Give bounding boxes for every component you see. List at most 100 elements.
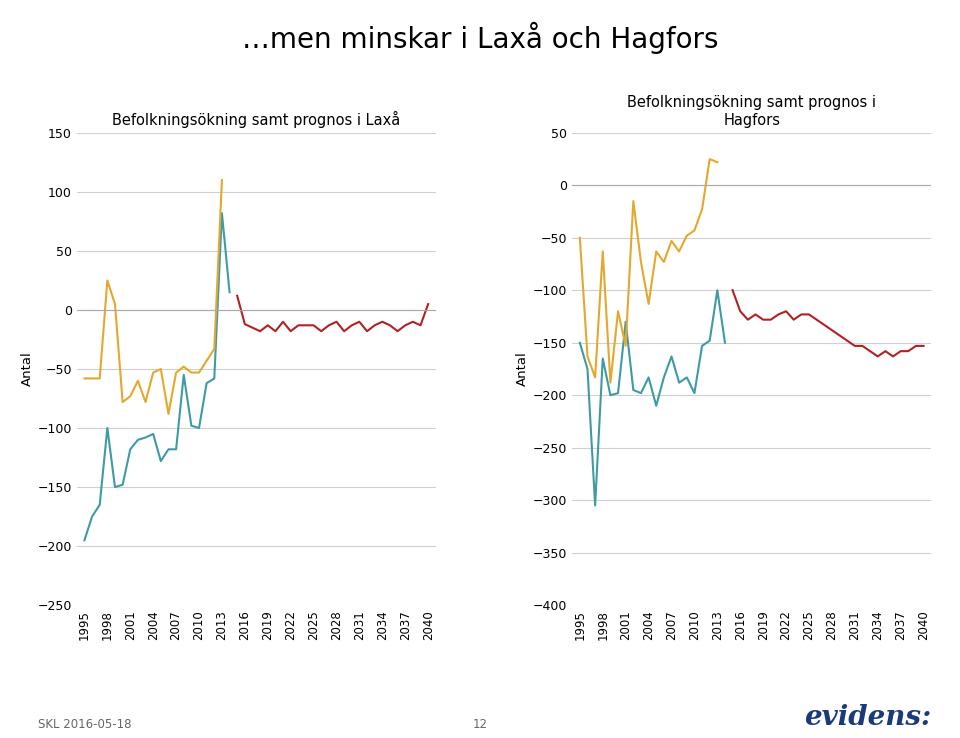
Prognos [742, 315, 754, 324]
Befolkningsökning [574, 338, 586, 347]
Prognos [324, 321, 335, 330]
Befolkningsökning [193, 424, 204, 432]
Flyttnetto [704, 155, 715, 164]
Flyttnetto [696, 205, 708, 214]
Line: Prognos: Prognos [237, 296, 428, 331]
Flyttnetto [193, 368, 204, 377]
Prognos [392, 327, 403, 336]
Befolkningsökning [140, 433, 152, 442]
Flyttnetto [162, 410, 174, 418]
Flyttnetto [605, 378, 616, 387]
Prognos [864, 347, 876, 356]
Prognos [727, 286, 738, 294]
Prognos [773, 310, 784, 319]
Prognos [407, 317, 419, 326]
Prognos [804, 310, 815, 319]
Befolkningsökning [704, 337, 715, 345]
Flyttnetto [711, 158, 723, 167]
Flyttnetto [628, 196, 639, 205]
Befolkningsökning [651, 401, 662, 410]
Befolkningsökning [125, 445, 136, 454]
Prognos [780, 307, 792, 316]
Flyttnetto [102, 276, 113, 285]
Befolkningsökning [719, 338, 731, 347]
Flyttnetto [597, 247, 609, 256]
Prognos [384, 321, 396, 330]
Befolkningsökning [156, 457, 167, 466]
Befolkningsökning [94, 500, 106, 509]
Flyttnetto [185, 368, 197, 377]
Flyttnetto [643, 300, 655, 308]
Flyttnetto [574, 233, 586, 242]
Prognos [247, 323, 258, 332]
Prognos [796, 310, 807, 319]
Prognos [834, 331, 846, 339]
Text: …men minskar i Laxå och Hagfors: …men minskar i Laxå och Hagfors [242, 22, 718, 55]
Befolkningsökning [620, 317, 632, 326]
Flyttnetto [673, 247, 684, 256]
Flyttnetto [620, 342, 632, 351]
Flyttnetto [681, 231, 692, 240]
Prognos [369, 321, 380, 330]
Prognos [811, 315, 823, 324]
Prognos [331, 317, 343, 326]
Flyttnetto [688, 226, 700, 235]
Line: Prognos: Prognos [732, 290, 924, 356]
Flyttnetto [208, 345, 220, 354]
Befolkningsökning [170, 445, 181, 454]
Prognos [422, 300, 434, 308]
Befolkningsökning [224, 288, 235, 297]
Prognos [415, 321, 426, 330]
Flyttnetto [612, 307, 624, 316]
Text: 12: 12 [472, 717, 488, 731]
Prognos [353, 317, 365, 326]
Prognos [856, 342, 868, 351]
Line: Befolkningsökning: Befolkningsökning [580, 290, 725, 506]
Befolkningsökning [688, 389, 700, 398]
Text: SKL 2016-05-18: SKL 2016-05-18 [38, 717, 132, 731]
Prognos [300, 321, 312, 330]
Flyttnetto [665, 236, 677, 245]
Flyttnetto [79, 374, 90, 383]
Flyttnetto [148, 368, 159, 377]
Prognos [316, 327, 327, 336]
Title: Befolkningsökning samt prognos i
Hagfors: Befolkningsökning samt prognos i Hagfors [627, 95, 876, 128]
Prognos [902, 347, 914, 356]
Befolkningsökning [696, 342, 708, 351]
Prognos [346, 321, 357, 330]
Prognos [231, 292, 243, 300]
Flyttnetto [125, 392, 136, 401]
Prognos [338, 327, 349, 336]
Befolkningsökning [132, 435, 144, 444]
Text: evidens:: evidens: [804, 703, 931, 731]
Flyttnetto [94, 374, 106, 383]
Befolkningsökning [612, 389, 624, 398]
Befolkningsökning [102, 424, 113, 432]
Befolkningsökning [582, 365, 593, 373]
Prognos [918, 342, 929, 351]
Befolkningsökning [643, 373, 655, 382]
Befolkningsökning [86, 512, 98, 521]
Flyttnetto [651, 247, 662, 256]
Title: Befolkningsökning samt prognos i Laxå: Befolkningsökning samt prognos i Laxå [112, 111, 400, 128]
Prognos [376, 317, 388, 326]
Flyttnetto [636, 258, 647, 266]
Flyttnetto [178, 362, 189, 371]
Flyttnetto [582, 352, 593, 361]
Befolkningsökning [79, 536, 90, 545]
Flyttnetto [216, 176, 228, 184]
Prognos [262, 321, 274, 330]
Befolkningsökning [109, 483, 121, 492]
Befolkningsökning [178, 370, 189, 379]
Line: Befolkningsökning: Befolkningsökning [84, 213, 229, 540]
Flyttnetto [140, 398, 152, 407]
Prognos [765, 315, 777, 324]
Line: Flyttnetto: Flyttnetto [84, 180, 222, 414]
Flyttnetto [86, 374, 98, 383]
Flyttnetto [132, 376, 144, 385]
Befolkningsökning [208, 374, 220, 383]
Flyttnetto [156, 365, 167, 373]
Befolkningsökning [216, 209, 228, 218]
Prognos [361, 327, 372, 336]
Prognos [788, 315, 800, 324]
